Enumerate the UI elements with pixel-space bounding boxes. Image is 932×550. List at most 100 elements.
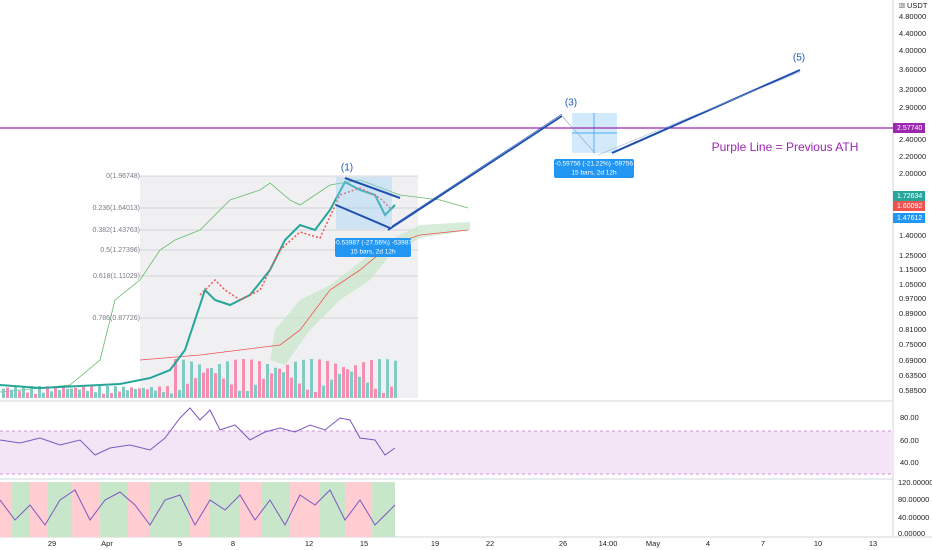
price-label: 0.97000 [899,294,926,303]
volume-bar [130,387,133,398]
volume-bar [22,386,25,398]
volume-bar [242,359,245,398]
fib-label: 0.786(0.87726) [93,315,140,322]
volume-bar [142,387,145,398]
volume-bar [86,390,89,398]
price-label: 3.20000 [899,85,926,94]
stoch-stripe [150,482,190,537]
time-label: 12 [305,539,313,548]
time-label: 14:00 [599,539,618,548]
price-label: 2.20000 [899,152,926,161]
annotation: Purple Line = Previous ATH [712,140,859,154]
stoch-stripe [72,482,100,537]
volume-bar [282,372,285,398]
volume-bar [30,386,33,398]
stoch-stripe [190,482,210,537]
price-label: 0.75000 [899,340,926,349]
price-label: 1.15000 [899,265,926,274]
measure-change: -0.53987 (-27.56%) -53987 [334,240,412,247]
volume-bar [218,364,221,398]
volume-bar [214,373,217,398]
fib-label: 0.236(1.64013) [93,205,140,212]
volume-bar [366,382,369,398]
stoch-stripe [240,482,262,537]
wave-label: (5) [793,53,805,64]
volume-bar [46,386,49,398]
volume-bar [110,392,113,398]
time-label: 22 [486,539,494,548]
fib-label: 0.382(1.43763) [93,227,140,234]
wave-label: (3) [565,98,577,109]
volume-bar [274,367,277,398]
volume-bar [330,379,333,398]
volume-bar [278,368,281,398]
volume-bar [106,386,109,398]
stoch-label: 40.00000 [898,513,929,522]
volume-bar [186,383,189,398]
volume-bar [374,388,377,398]
time-label: 29 [48,539,56,548]
volume-bar [342,367,345,398]
volume-bar [254,384,257,398]
fib-label: 0.618(1.11029) [93,273,140,280]
fib-label: 0.5(1.27396) [100,247,140,254]
price-label: 1.05000 [899,280,926,289]
stoch-stripe [320,482,345,537]
stoch-stripe [290,482,320,537]
volume-bar [178,390,181,398]
volume-bar [34,393,37,398]
lagging-line [0,179,469,393]
price-tag [893,123,925,133]
stoch-background [0,482,395,537]
volume-bar [114,386,117,398]
price-tag-text: 1.47612 [897,215,922,222]
volume-bar [134,388,137,398]
volume-bar [166,386,169,398]
time-label: 4 [706,539,710,548]
volume-bar [302,359,305,398]
stoch-line [0,489,396,527]
fib-label: 0(1.96748) [106,173,140,180]
volume-bar [98,386,101,398]
wave-label: (1) [341,163,353,174]
volume-bar [386,359,389,398]
time-label: 10 [814,539,822,548]
volume-bar [322,385,325,398]
volume-bar [42,392,45,398]
stoch-stripe [0,482,12,537]
time-label: Apr [101,539,113,548]
volume-bar [198,364,201,398]
time-label: 8 [231,539,235,548]
price-label: 4.40000 [899,29,926,38]
volume-bar [262,378,265,398]
volume-bar [326,360,329,398]
volume-bar [174,359,177,398]
volume-bar [394,360,397,398]
volume-bar [266,363,269,398]
volume-bar [202,372,205,398]
time-label: 26 [559,539,567,548]
volume-bar [78,389,81,398]
volume-bar [146,389,149,398]
volume-bar [122,386,125,398]
volume-bar [306,389,309,398]
price-label: 2.90000 [899,103,926,112]
volume-bar [38,386,41,398]
volume-bar [58,389,61,398]
volume-bar [258,361,261,398]
volume-bar [62,387,65,398]
measure-span: 15 bars, 2d 12h [571,170,617,177]
stoch-label: 80.00000 [898,495,929,504]
time-label: May [646,539,660,548]
stoch-label: 120.00000 [898,478,932,487]
stoch-stripe [372,482,395,537]
volume-bar [182,359,185,398]
volume-bar [70,388,73,398]
volume-bar [2,388,5,398]
volume-bar [350,371,353,398]
volume-bar [138,388,141,398]
volume-bar [74,387,77,398]
volume-bar [310,359,313,398]
rsi-label: 40.00 [900,458,919,467]
